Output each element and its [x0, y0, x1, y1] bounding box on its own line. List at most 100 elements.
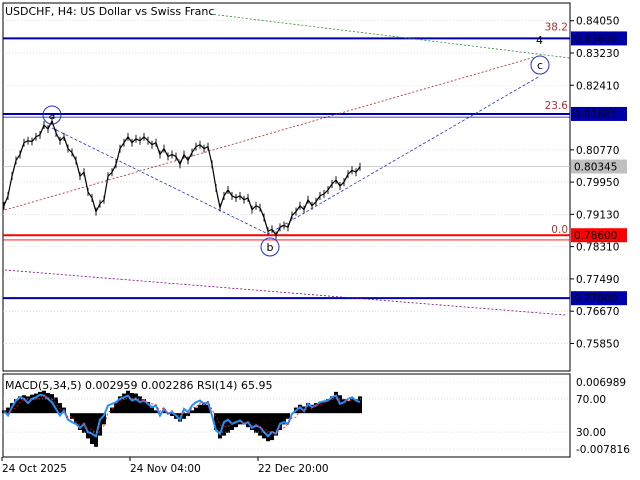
- macd-bar: [330, 396, 334, 414]
- macd-bar: [74, 413, 78, 425]
- macd-bar: [22, 395, 26, 414]
- macd-bar: [86, 413, 90, 439]
- macd-bar: [142, 399, 146, 414]
- x-tick-label: 24 Nov 04:00: [130, 463, 201, 475]
- macd-bar: [102, 413, 106, 425]
- rsi-signal-line: [3, 396, 360, 436]
- wave-label-b: b: [267, 241, 274, 254]
- macd-bar: [278, 413, 282, 431]
- indicator-y-axis: 0.006989 70.00 30.00 -0.007816: [3, 377, 630, 456]
- macd-bar: [58, 403, 62, 414]
- level-tag-label: 0.78600: [574, 230, 617, 242]
- y-tick-label: 0.80770: [576, 145, 619, 157]
- macd-bar: [314, 403, 318, 414]
- level-tag: [571, 228, 627, 243]
- price-line: [3, 119, 361, 237]
- macd-bar: [226, 413, 230, 433]
- macd-bar: [126, 390, 130, 414]
- macd-bar: [114, 401, 118, 414]
- level-tag-label: 0.77000: [574, 293, 617, 305]
- time-axis: 24 Oct 2025 24 Nov 04:00 22 Dec 20:00: [1, 457, 329, 475]
- macd-bar: [154, 410, 158, 414]
- indicator-tick-label: 30.00: [576, 427, 606, 439]
- x-tick-label: 24 Oct 2025: [2, 463, 67, 475]
- y-tick-label: 0.77490: [576, 274, 619, 286]
- macd-bar: [182, 413, 186, 419]
- trend-line-purple: [4, 269, 566, 316]
- macd-bar: [14, 399, 18, 414]
- level-tag: [571, 291, 627, 306]
- macd-bar: [262, 413, 266, 439]
- wave-markup: a b c 4: [42, 34, 550, 257]
- macd-bar: [234, 413, 238, 428]
- macd-bar: [306, 403, 310, 414]
- macd-bar: [238, 413, 242, 425]
- wave-label-a: a: [49, 109, 56, 122]
- level-tag: [571, 31, 627, 46]
- level-price-tags: 0.83600 0.81681 0.78600 0.77000 0.80345: [571, 31, 627, 306]
- current-price-label: 0.80345: [574, 162, 617, 174]
- macd-bar: [242, 413, 246, 425]
- macd-bar: [18, 396, 22, 414]
- macd-bar: [214, 413, 218, 431]
- y-tick-label: 0.84050: [576, 16, 619, 28]
- current-price-tag: [571, 159, 627, 174]
- y-tick-label: 0.76670: [576, 306, 619, 318]
- macd-bar: [258, 413, 262, 436]
- indicator-series: [2, 390, 362, 447]
- main-panel-frame: [2, 2, 571, 372]
- macd-bar: [194, 407, 198, 414]
- macd-bar: [358, 396, 362, 414]
- y-tick-label: 0.79950: [576, 177, 619, 189]
- y-tick-label: 0.78310: [576, 242, 619, 254]
- wave-label-circle: [260, 237, 280, 257]
- macd-bar: [270, 413, 274, 441]
- macd-bar: [266, 413, 270, 442]
- wave-label-c: c: [537, 59, 543, 72]
- macd-bar: [110, 407, 114, 414]
- macd-bar: [218, 413, 222, 439]
- macd-bar: [354, 399, 358, 414]
- macd-bar: [202, 403, 206, 414]
- wave-label-circle: [530, 55, 550, 75]
- indicator-title: MACD(5,34,5) 0.002959 0.002286 RSI(14) 6…: [5, 379, 272, 392]
- x-tick-label: 22 Dec 20:00: [258, 463, 329, 475]
- wave-label-circle: [42, 105, 62, 125]
- macd-bar: [186, 413, 190, 416]
- macd-bar: [206, 404, 210, 414]
- y-tick-label: 0.83230: [576, 48, 619, 60]
- level-tag: [571, 106, 627, 121]
- macd-bar: [342, 399, 346, 414]
- level-tag-label: 0.83600: [574, 33, 617, 45]
- y-tick-label: 0.75850: [576, 338, 619, 350]
- macd-bar: [322, 400, 326, 414]
- price-series: [3, 117, 361, 240]
- macd-bar: [334, 391, 338, 414]
- macd-bar: [34, 393, 38, 414]
- macd-bar: [298, 404, 302, 414]
- y-tick-label: 0.79130: [576, 209, 619, 221]
- macd-bar: [162, 410, 166, 414]
- macd-bar: [138, 396, 142, 414]
- macd-bar: [38, 391, 42, 414]
- chart-title: USDCHF, H4: US Dollar vs Swiss Franc: [5, 5, 214, 18]
- macd-bar: [230, 413, 234, 431]
- macd-bar: [78, 413, 82, 431]
- macd-bar: [146, 401, 150, 414]
- macd-bar: [282, 413, 286, 425]
- fib-label: 38.2: [545, 22, 568, 34]
- macd-bar: [326, 399, 330, 414]
- macd-bar: [122, 393, 126, 414]
- fib-label: 0.0: [551, 224, 568, 236]
- macd-bar: [98, 413, 102, 436]
- macd-bar: [286, 413, 290, 419]
- level-tag-label: 0.81681: [574, 109, 617, 121]
- trend-line-green: [209, 13, 571, 59]
- macd-bar: [170, 413, 174, 416]
- macd-bar: [6, 407, 10, 414]
- macd-bar: [42, 390, 46, 414]
- macd-bar: [118, 396, 122, 414]
- fib-label: 23.6: [545, 100, 569, 112]
- macd-bar: [250, 413, 254, 431]
